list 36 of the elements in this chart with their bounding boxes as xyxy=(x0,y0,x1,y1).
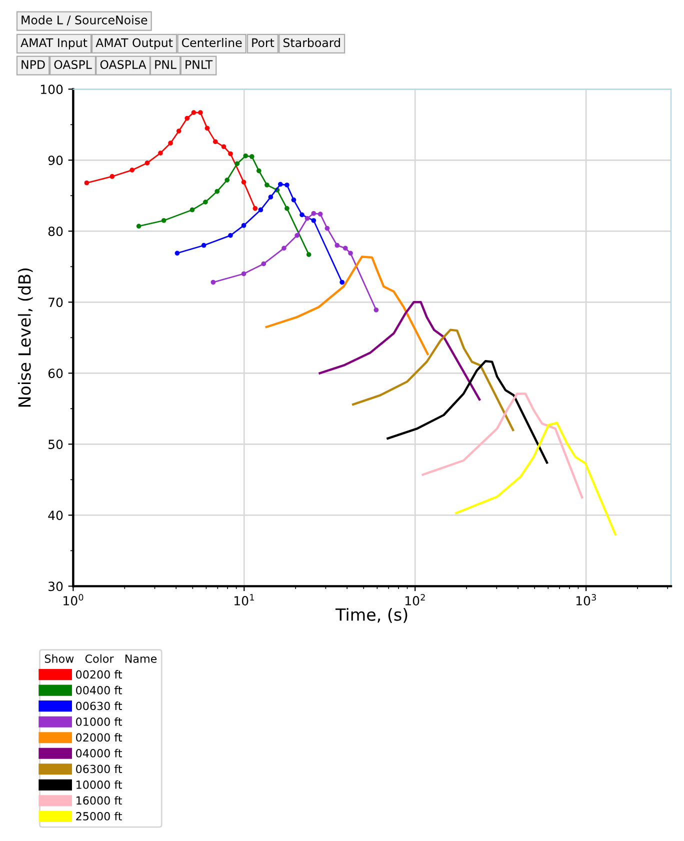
y-tick-label: 50 xyxy=(48,440,63,450)
legend-label: 10000 ft xyxy=(76,780,122,789)
x-tick-label: 10$^{0}$ xyxy=(64,594,84,606)
legend-label: 16000 ft xyxy=(76,796,122,805)
y-tick-label: 80 xyxy=(48,226,63,236)
text: OASPL xyxy=(54,60,92,70)
y-tick-label: 90 xyxy=(48,156,63,166)
y-tick-label: 70 xyxy=(48,298,63,308)
legend-title: Show Color Name xyxy=(44,654,157,663)
legend-label: 01000 ft xyxy=(76,717,122,726)
legend-label: 04000 ft xyxy=(76,748,122,758)
text: AMAT Output xyxy=(96,38,173,50)
text: PNLT xyxy=(186,60,213,69)
y-tick-label: 30 xyxy=(48,582,63,592)
y-axis-title: Noise Level, (dB) xyxy=(18,268,33,407)
text: AMAT Input xyxy=(20,38,88,50)
legend-label: 00630 ft xyxy=(76,702,122,710)
text: NPD xyxy=(22,60,45,69)
text: Port xyxy=(252,38,274,48)
x-tick-label: 10$^{2}$ xyxy=(405,594,425,606)
text: Mode L / SourceNoise xyxy=(22,15,148,26)
legend-label: 02000 ft xyxy=(76,733,122,742)
x-tick-label: 10$^{1}$ xyxy=(234,594,254,606)
legend-label: 06300 ft xyxy=(76,764,122,774)
text: Centerline xyxy=(182,38,242,48)
x-tick-label: 10$^{3}$ xyxy=(576,594,596,606)
x-axis-title: Time, (s) xyxy=(336,608,408,623)
text: PNL xyxy=(155,60,176,69)
y-tick-label: 100 xyxy=(40,84,63,94)
legend-label: 00400 ft xyxy=(76,686,122,694)
legend-label: 00200 ft xyxy=(76,670,122,679)
legend-label: 25000 ft xyxy=(76,812,122,820)
text: OASPLA xyxy=(100,60,146,70)
y-tick-label: 40 xyxy=(48,510,63,520)
y-tick-label: 60 xyxy=(48,368,63,378)
text: Starboard xyxy=(284,38,340,48)
